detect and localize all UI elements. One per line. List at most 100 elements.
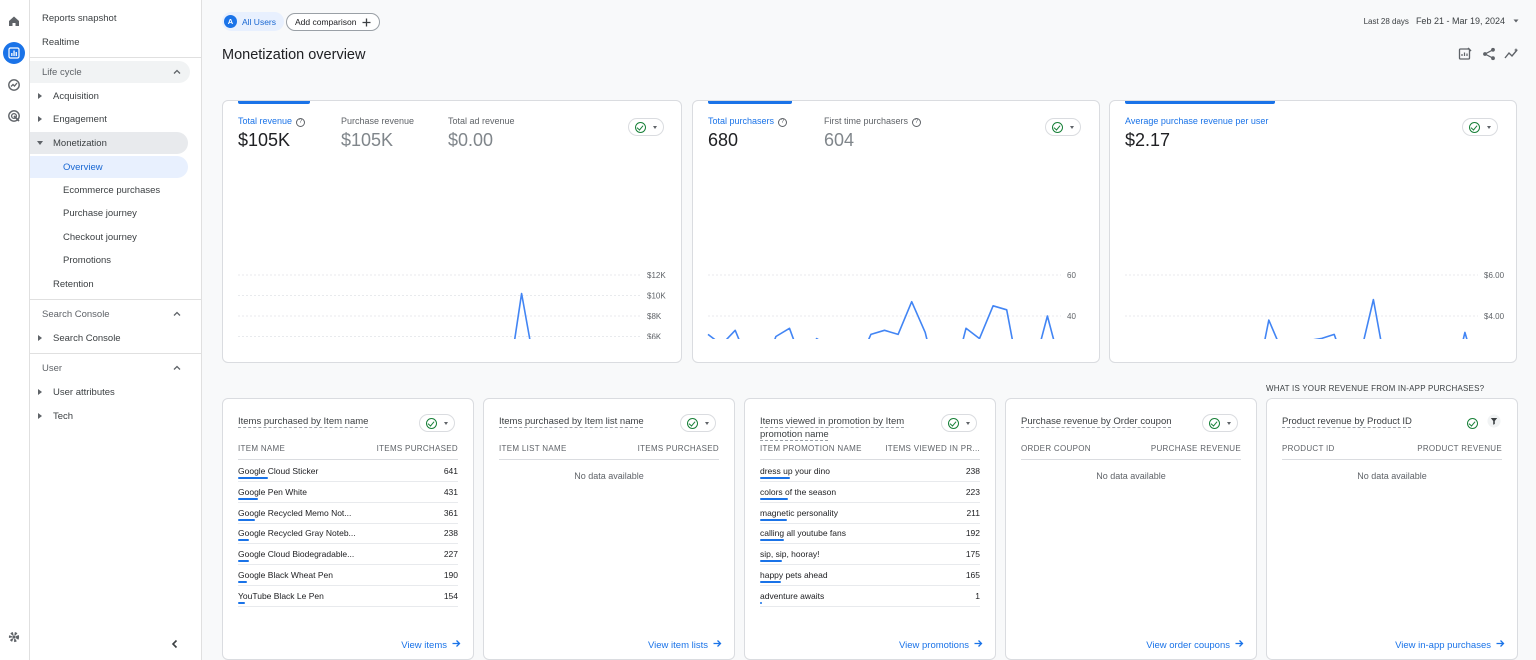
column-header[interactable]: ITEMS PURCHASED [376, 444, 458, 453]
table-row[interactable]: YouTube Black Le Pen 154 [238, 586, 458, 607]
nav-section-user[interactable]: User [30, 357, 190, 379]
nav-section-search-console[interactable]: Search Console [30, 303, 190, 325]
help-icon[interactable]: ? [296, 118, 306, 127]
row-divider [238, 501, 458, 503]
header-divider [1282, 459, 1502, 460]
nav-section-lifecycle[interactable]: Life cycle [30, 61, 190, 83]
column-header[interactable]: PURCHASE REVENUE [1150, 444, 1241, 453]
nav-ecommerce-purchases[interactable]: Ecommerce purchases [30, 179, 188, 201]
row-divider [238, 564, 458, 566]
column-header[interactable]: PRODUCT REVENUE [1417, 444, 1502, 453]
metric-tab-first-time-purchasers[interactable]: First time purchasers? [824, 116, 922, 127]
data-quality-dropdown[interactable] [1463, 414, 1505, 432]
table-card-title[interactable]: Items viewed in promotion by Item promot… [760, 416, 905, 440]
nav-search-console[interactable]: Search Console [30, 327, 188, 349]
nav-divider [30, 57, 202, 58]
table-card-title[interactable]: Items purchased by Item list name [499, 416, 644, 427]
data-quality-dropdown[interactable] [628, 118, 664, 136]
no-data-message: No data available [1096, 471, 1166, 481]
view-more-link[interactable]: View item lists [648, 639, 722, 651]
reports-icon[interactable] [3, 42, 25, 64]
nav-checkout-journey[interactable]: Checkout journey [30, 226, 188, 248]
table-card-title[interactable]: Items purchased by Item name [238, 416, 369, 427]
explore-icon[interactable] [3, 74, 25, 96]
advertising-icon[interactable] [3, 105, 25, 127]
home-icon[interactable] [3, 10, 25, 32]
table-row[interactable]: dress up your dino 238 [760, 461, 980, 482]
table-row[interactable]: magnetic personality 211 [760, 503, 980, 524]
table-row[interactable]: happy pets ahead 165 [760, 565, 980, 586]
date-range-value: Feb 21 - Mar 19, 2024 [1415, 16, 1505, 26]
nav-acquisition[interactable]: Acquisition [30, 85, 188, 107]
metric-tab-average-purchase-revenue[interactable]: Average purchase revenue per user [1125, 116, 1268, 126]
table-row[interactable]: calling all youtube fans 192 [760, 523, 980, 545]
nav-engagement[interactable]: Engagement [30, 108, 188, 130]
table-row[interactable]: adventure awaits 1 [760, 586, 980, 607]
dropdown-arrow-icon [1487, 125, 1491, 129]
data-quality-dropdown[interactable] [1202, 414, 1238, 432]
row-share-bar [238, 539, 250, 542]
segment-chip[interactable]: A All Users [222, 12, 285, 31]
metric-tab-total-purchasers[interactable]: Total purchasers? [708, 116, 788, 127]
segment-badge: A [224, 15, 237, 28]
table-row[interactable]: Google Cloud Sticker 641 [238, 461, 458, 482]
help-icon[interactable]: ? [778, 118, 788, 127]
nav-retention[interactable]: Retention [30, 273, 188, 295]
table-row[interactable]: Google Recycled Gray Noteb... 238 [238, 523, 458, 545]
add-comparison-button[interactable]: Add comparison [286, 13, 381, 31]
column-header[interactable]: PRODUCT ID [1282, 444, 1335, 453]
share-icon[interactable] [1482, 47, 1496, 61]
data-quality-dropdown[interactable] [419, 414, 455, 432]
metric-label: Total purchasers [708, 116, 775, 126]
customize-report-icon[interactable] [1458, 47, 1472, 61]
table-row[interactable]: sip, sip, hooray! 175 [760, 544, 980, 566]
metric-tab-total-ad-revenue[interactable]: Total ad revenue [448, 116, 515, 126]
collapse-nav-icon[interactable] [168, 637, 182, 651]
nav-purchase-journey[interactable]: Purchase journey [30, 202, 188, 224]
view-more-link[interactable]: View order coupons [1146, 639, 1244, 651]
table-row[interactable]: Google Cloud Biodegradable... 227 [238, 544, 458, 566]
table-row[interactable]: colors of the season 223 [760, 482, 980, 503]
data-quality-dropdown[interactable] [680, 414, 716, 432]
column-header[interactable]: ORDER COUPON [1021, 444, 1091, 453]
table-row[interactable]: Google Black Wheat Pen 190 [238, 565, 458, 586]
row-share-bar [238, 477, 268, 479]
help-icon[interactable]: ? [912, 118, 922, 127]
filter-icon[interactable] [1487, 414, 1501, 433]
table-row[interactable]: Google Recycled Memo Not... 361 [238, 503, 458, 524]
nav-realtime[interactable]: Realtime [30, 31, 188, 53]
row-name: happy pets ahead [760, 570, 828, 580]
view-more-link[interactable]: View in-app purchases [1395, 639, 1505, 651]
table-row[interactable]: Google Pen White 431 [238, 482, 458, 503]
nav-tech[interactable]: Tech [30, 405, 188, 427]
table-card: Items purchased by Item name ITEM NAME ITE… [222, 398, 474, 660]
nav-reports-snapshot[interactable]: Reports snapshot [30, 7, 188, 29]
table-card-title[interactable]: Product revenue by Product ID [1282, 416, 1412, 427]
nav-overview[interactable]: Overview [30, 156, 188, 178]
data-quality-dropdown[interactable] [1045, 118, 1081, 136]
view-more-link[interactable]: View promotions [899, 639, 983, 651]
metric-tab-purchase-revenue[interactable]: Purchase revenue [341, 116, 414, 126]
column-header[interactable]: ITEMS PURCHASED [637, 444, 719, 453]
section-label: User [42, 362, 63, 374]
data-quality-dropdown[interactable] [1462, 118, 1498, 136]
y-tick-label: 40 [1067, 312, 1076, 321]
purchasers-metrics-card: Total purchasers? 680 First time purchas… [692, 100, 1100, 363]
y-tick-label: $8K [647, 312, 662, 321]
row-share-bar [760, 477, 790, 479]
column-header[interactable]: ITEMS VIEWED IN PR... [885, 444, 980, 453]
nav-monetization[interactable]: Monetization [30, 132, 188, 154]
row-name: Google Cloud Biodegradable... [238, 549, 355, 560]
date-range-picker[interactable]: Last 28 days Feb 21 - Mar 19, 2024 [1364, 16, 1520, 26]
table-card-title[interactable]: Purchase revenue by Order coupon [1021, 416, 1172, 427]
metric-tab-total-revenue[interactable]: Total revenue? [238, 116, 306, 127]
column-header[interactable]: ITEM PROMOTION NAME [760, 444, 862, 453]
data-quality-dropdown[interactable] [941, 414, 977, 432]
settings-icon[interactable] [3, 626, 25, 648]
column-header[interactable]: ITEM NAME [238, 444, 286, 453]
nav-promotions[interactable]: Promotions [30, 249, 188, 271]
view-more-link[interactable]: View items [401, 639, 461, 651]
column-header[interactable]: ITEM LIST NAME [499, 444, 567, 453]
insights-icon[interactable] [1504, 47, 1520, 61]
nav-user-attributes[interactable]: User attributes [30, 381, 188, 403]
